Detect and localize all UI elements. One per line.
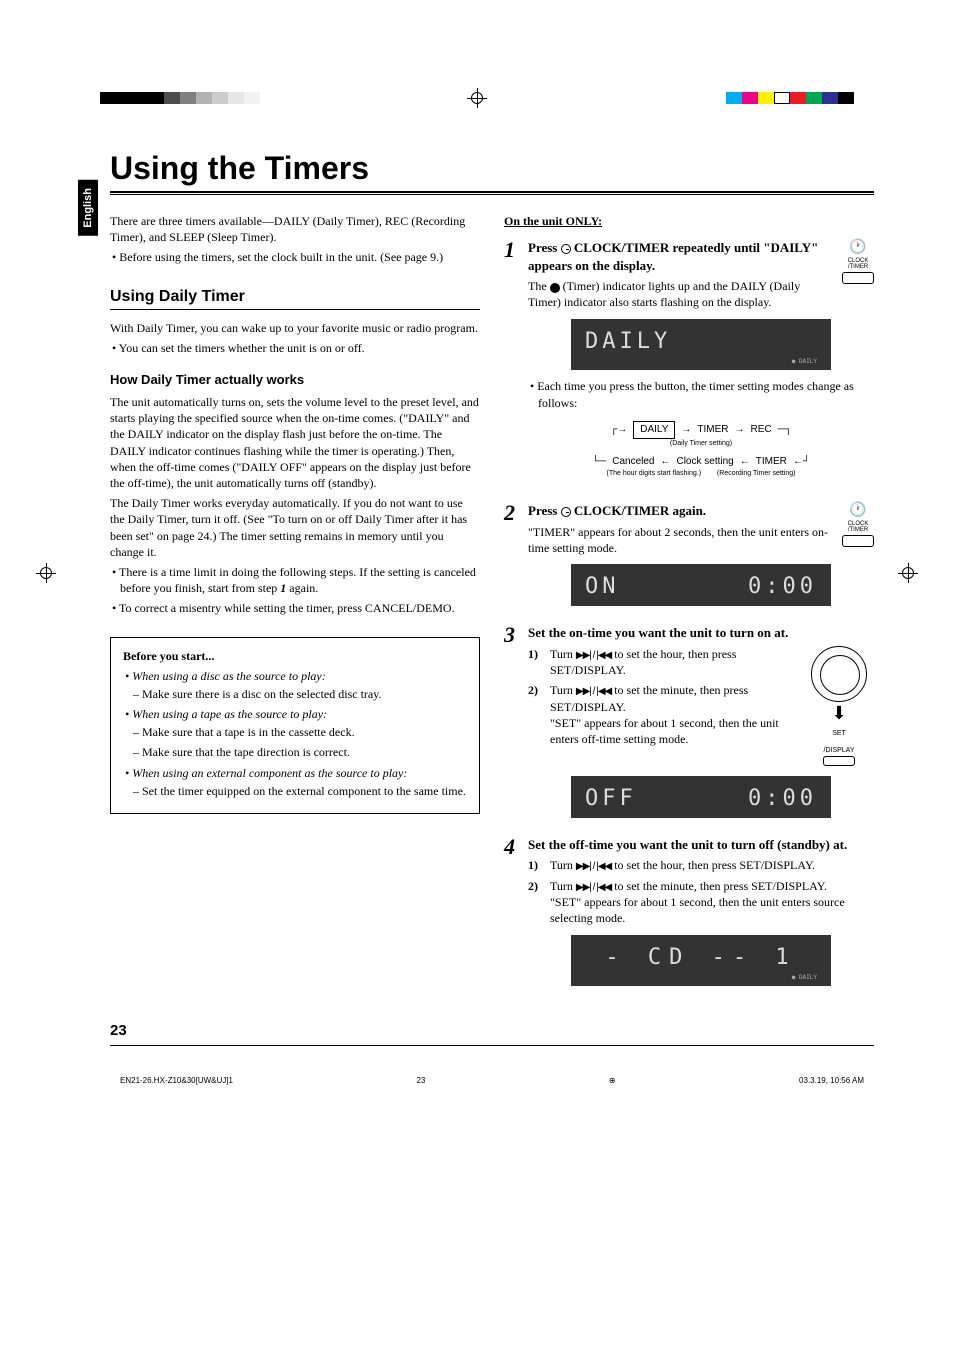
step-1-bullet: • Each time you press the button, the ti… [528, 378, 874, 410]
how-bullet-2: • To correct a misentry while setting th… [110, 600, 480, 616]
language-tab: English [78, 180, 98, 236]
step-3-sub-1: 1) Turn ▶▶| / |◀◀ to set the hour, then … [528, 646, 796, 679]
step-2-title: Press CLOCK/TIMER again. [528, 502, 874, 520]
how-p2: The Daily Timer works everyday automatic… [110, 495, 480, 560]
step-3-num: 3 [504, 624, 522, 646]
step-1-title: Press CLOCK/TIMER repeatedly until "DAIL… [528, 239, 874, 274]
clock-timer-button-icon-2: 🕐 CLOCK /TIMER [842, 502, 874, 547]
step-1-text: The (Timer) indicator lights up and the … [528, 278, 874, 310]
step-4-sub-2: 2) Turn ▶▶| / |◀◀ to set the minute, the… [528, 878, 874, 927]
content-area: Using the Timers There are three timers … [110, 150, 874, 1085]
box-item-3-sub: – Set the timer equipped on the external… [123, 783, 467, 799]
step-2-num: 2 [504, 502, 522, 524]
clock-timer-button-icon: 🕐 CLOCK /TIMER [842, 239, 874, 284]
right-heading: On the unit ONLY: [504, 214, 602, 228]
intro-text: There are three timers available—DAILY (… [110, 213, 480, 245]
box-item-2: • When using a tape as the source to pla… [125, 707, 327, 721]
step-3: 3 Set the on-time you want the unit to t… [504, 624, 874, 826]
heading-daily-timer: Using Daily Timer [110, 286, 480, 311]
color-bar-left [100, 92, 260, 104]
intro-bullet: • Before using the timers, set the clock… [110, 249, 480, 265]
how-p1: The unit automatically turns on, sets th… [110, 394, 480, 491]
box-item-3: • When using an external component as th… [125, 766, 407, 780]
registration-mark-right [898, 563, 918, 583]
page-number: 23 [110, 1022, 874, 1039]
before-you-start-box: Before you start... • When using a disc … [110, 637, 480, 815]
step-3-sub-2: 2) Turn ▶▶| / |◀◀ to set the minute, the… [528, 682, 796, 747]
step-2: 2 🕐 CLOCK /TIMER Press CLOCK/TIMER again… [504, 502, 874, 614]
right-column: On the unit ONLY: 1 🕐 CLOCK /TIMER Press… [504, 213, 874, 994]
timer-indicator-icon [550, 283, 560, 293]
footer-left: EN21-26.HX-Z10&30[UW&UJ]1 [120, 1076, 233, 1085]
footer-reg-icon: ⊕ [609, 1076, 616, 1085]
left-column: There are three timers available—DAILY (… [110, 213, 480, 994]
footer-mid: 23 [416, 1076, 425, 1085]
box-title: Before you start... [123, 649, 214, 663]
two-column-layout: There are three timers available—DAILY (… [110, 213, 874, 994]
dial-illustration: ⬇ SET /DISPLAY [804, 646, 874, 768]
registration-mark-top [467, 88, 487, 108]
clock-icon [561, 244, 571, 254]
step-4-title: Set the off-time you want the unit to tu… [528, 836, 874, 854]
box-item-2-sub1: – Make sure that a tape is in the casset… [123, 724, 467, 740]
daily-bullet-1: • You can set the timers whether the uni… [110, 340, 480, 356]
mode-flow-diagram: ┌→ DAILY → TIMER → REC ─┐ (Daily Timer s… [528, 421, 874, 479]
heading-how-works: How Daily Timer actually works [110, 371, 480, 389]
how-bullet-1: • There is a time limit in doing the fol… [110, 564, 480, 596]
page-title: Using the Timers [110, 150, 874, 187]
box-item-1: • When using a disc as the source to pla… [125, 669, 326, 683]
daily-p1: With Daily Timer, you can wake up to you… [110, 320, 480, 336]
step-4-num: 4 [504, 836, 522, 858]
footer-right: 03.3.19, 10:56 AM [799, 1076, 864, 1085]
page-container: English Using the Timers There are three… [0, 0, 954, 1125]
step-2-text: "TIMER" appears for about 2 seconds, the… [528, 524, 874, 556]
step-1: 1 🕐 CLOCK /TIMER Press CLOCK/TIMER repea… [504, 239, 874, 492]
step-4-sub-1: 1) Turn ▶▶| / |◀◀ to set the hour, then … [528, 857, 874, 874]
clock-icon [561, 507, 571, 517]
color-bar-right [726, 92, 854, 104]
display-panel-daily: DAILY ● DAILY [571, 319, 831, 371]
box-item-2-sub2: – Make sure that the tape direction is c… [123, 744, 467, 760]
title-rule [110, 191, 874, 195]
display-panel-on: ON 0:00 [571, 564, 831, 606]
display-panel-source: - CD -- 1 ● DAILY [571, 935, 831, 987]
box-item-1-sub: – Make sure there is a disc on the selec… [123, 686, 467, 702]
step-1-num: 1 [504, 239, 522, 261]
step-3-title: Set the on-time you want the unit to tur… [528, 624, 874, 642]
display-panel-off: OFF 0:00 [571, 776, 831, 818]
registration-mark-left [36, 563, 56, 583]
footer: EN21-26.HX-Z10&30[UW&UJ]1 23 ⊕ 03.3.19, … [110, 1076, 874, 1085]
bottom-rule [110, 1045, 874, 1046]
step-4: 4 Set the off-time you want the unit to … [504, 836, 874, 995]
